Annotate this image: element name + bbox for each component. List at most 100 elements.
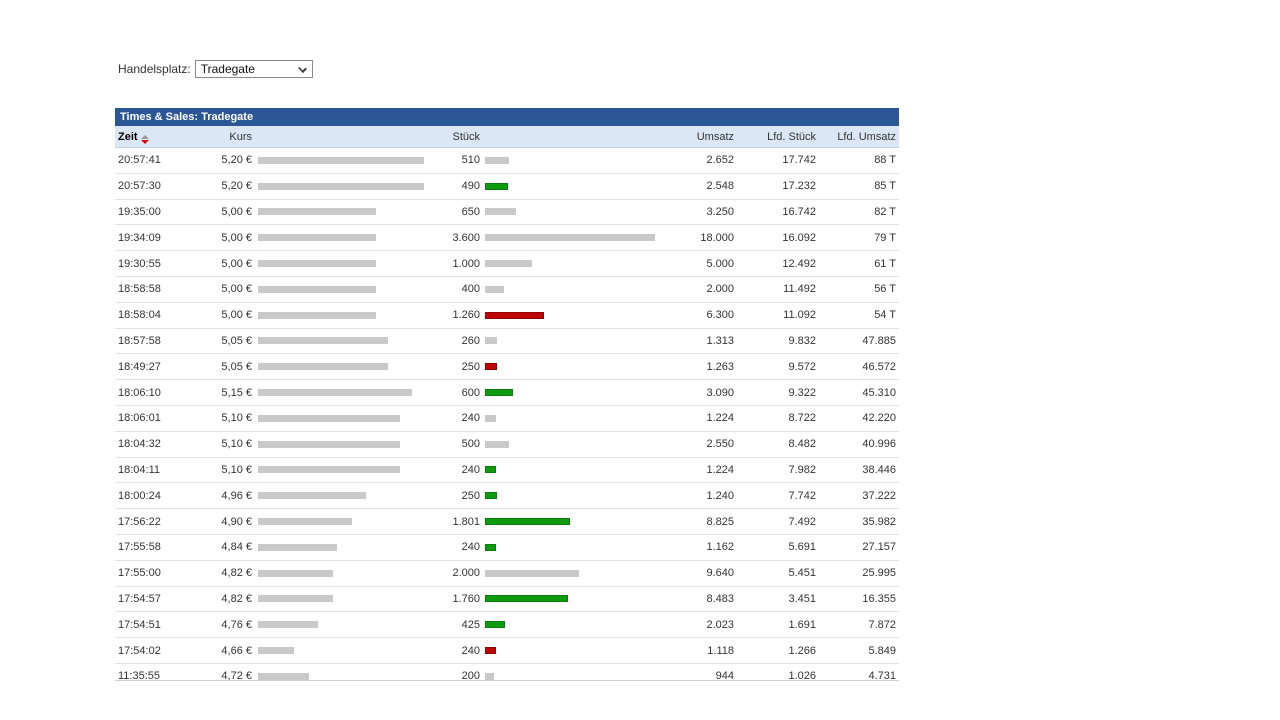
kurs-bar-cell	[252, 208, 424, 216]
zeit-cell: 18:58:58	[118, 283, 161, 296]
zeit-cell: 18:04:32	[118, 438, 161, 451]
sort-indicator-icon	[140, 135, 149, 144]
kurs-bar-cell	[252, 672, 424, 680]
table-row: 18:00:24 4,96 € 250 1.240 7.742 37.222	[115, 483, 899, 510]
kurs-cell: 5,20 €	[221, 154, 252, 167]
table-header-row: Zeit Kurs Stück Umsatz Lfd. Stück Lfd. U…	[115, 126, 899, 148]
kurs-cell: 4,76 €	[221, 618, 252, 631]
volume-bar-cell	[480, 543, 660, 551]
kurs-cell: 4,66 €	[221, 644, 252, 657]
handelsplatz-label: Handelsplatz:	[118, 62, 191, 76]
umsatz-cell: 3.250	[706, 205, 734, 218]
volume-bar-cell	[480, 492, 660, 500]
kurs-cell: 5,00 €	[221, 205, 252, 218]
umsatz-cell: 2.652	[706, 154, 734, 167]
kurs-bar	[258, 647, 294, 655]
column-header-kurs[interactable]: Kurs	[229, 130, 252, 143]
kurs-bar-cell	[252, 234, 424, 242]
zeit-cell: 18:04:11	[118, 463, 161, 476]
umsatz-cell: 1.263	[706, 360, 734, 373]
stueck-cell: 500	[461, 438, 480, 451]
volume-bar	[485, 595, 568, 603]
volume-bar-cell	[480, 208, 660, 216]
stueck-cell: 240	[461, 412, 480, 425]
volume-bar-cell	[480, 672, 660, 680]
lfd-stueck-cell: 17.232	[782, 180, 816, 193]
kurs-bar-cell	[252, 492, 424, 500]
lfd-stueck-cell: 17.742	[782, 154, 816, 167]
kurs-bar	[258, 466, 400, 474]
table-row: 19:30:55 5,00 € 1.000 5.000 12.492 61 T	[115, 251, 899, 277]
volume-bar-cell	[480, 363, 660, 371]
times-and-sales-panel: Times & Sales: Tradegate Zeit Kurs Stück…	[115, 108, 899, 681]
handelsplatz-select[interactable]: Tradegate	[194, 60, 313, 78]
stueck-cell: 250	[461, 489, 480, 502]
kurs-bar	[258, 389, 412, 397]
volume-bar	[485, 621, 505, 629]
kurs-bar	[258, 518, 352, 526]
stueck-cell: 3.600	[452, 231, 480, 244]
lfd-stueck-cell: 7.982	[788, 463, 816, 476]
lfd-stueck-cell: 1.026	[788, 670, 816, 681]
lfd-stueck-cell: 3.451	[788, 592, 816, 605]
kurs-bar	[258, 595, 333, 603]
kurs-bar-cell	[252, 337, 424, 345]
stueck-cell: 250	[461, 360, 480, 373]
zeit-cell: 18:00:24	[118, 489, 161, 502]
column-header-umsatz[interactable]: Umsatz	[696, 130, 734, 143]
kurs-bar	[258, 543, 337, 551]
zeit-cell: 11:35:55	[118, 670, 161, 681]
kurs-bar	[258, 182, 424, 190]
lfd-umsatz-cell: 46.572	[862, 360, 896, 373]
volume-bar-cell	[480, 440, 660, 448]
lfd-umsatz-cell: 82 T	[874, 205, 896, 218]
column-header-lfd-umsatz[interactable]: Lfd. Umsatz	[837, 130, 896, 143]
table-row: 17:55:58 4,84 € 240 1.162 5.691 27.157	[115, 534, 899, 561]
kurs-bar	[258, 234, 376, 242]
kurs-bar-cell	[252, 647, 424, 655]
umsatz-cell: 1.224	[706, 412, 734, 425]
stueck-cell: 1.260	[452, 309, 480, 322]
lfd-umsatz-cell: 61 T	[874, 257, 896, 270]
zeit-cell: 18:06:01	[118, 412, 161, 425]
panel-title: Times & Sales: Tradegate	[115, 108, 899, 126]
lfd-stueck-cell: 9.572	[788, 360, 816, 373]
kurs-bar	[258, 492, 366, 500]
volume-bar-cell	[480, 569, 660, 577]
kurs-bar	[258, 337, 388, 345]
umsatz-cell: 8.825	[706, 515, 734, 528]
volume-bar	[485, 337, 497, 345]
lfd-stueck-cell: 16.742	[782, 205, 816, 218]
lfd-umsatz-cell: 35.982	[862, 515, 896, 528]
kurs-bar-cell	[252, 414, 424, 422]
lfd-umsatz-cell: 16.355	[862, 592, 896, 605]
umsatz-cell: 5.000	[706, 257, 734, 270]
umsatz-cell: 8.483	[706, 592, 734, 605]
handelsplatz-control: Handelsplatz: Tradegate	[118, 60, 313, 78]
kurs-bar-cell	[252, 363, 424, 371]
kurs-cell: 5,00 €	[221, 257, 252, 270]
zeit-cell: 17:56:22	[118, 515, 161, 528]
stueck-cell: 1.000	[452, 257, 480, 270]
column-header-lfd-stueck[interactable]: Lfd. Stück	[767, 130, 816, 143]
kurs-bar-cell	[252, 621, 424, 629]
lfd-stueck-cell: 12.492	[782, 257, 816, 270]
stueck-cell: 2.000	[452, 567, 480, 580]
umsatz-cell: 2.000	[706, 283, 734, 296]
kurs-cell: 4,96 €	[221, 489, 252, 502]
kurs-bar-cell	[252, 311, 424, 319]
volume-bar	[485, 363, 497, 371]
zeit-cell: 18:49:27	[118, 360, 161, 373]
volume-bar	[485, 672, 494, 680]
lfd-umsatz-cell: 45.310	[862, 386, 896, 399]
umsatz-cell: 1.162	[706, 541, 734, 554]
kurs-bar	[258, 156, 424, 164]
kurs-bar	[258, 285, 376, 293]
kurs-bar	[258, 569, 333, 577]
column-header-zeit[interactable]: Zeit	[115, 129, 205, 144]
kurs-cell: 5,10 €	[221, 463, 252, 476]
kurs-bar	[258, 414, 400, 422]
stueck-cell: 1.801	[452, 515, 480, 528]
column-header-stueck[interactable]: Stück	[452, 130, 480, 143]
umsatz-cell: 2.023	[706, 618, 734, 631]
